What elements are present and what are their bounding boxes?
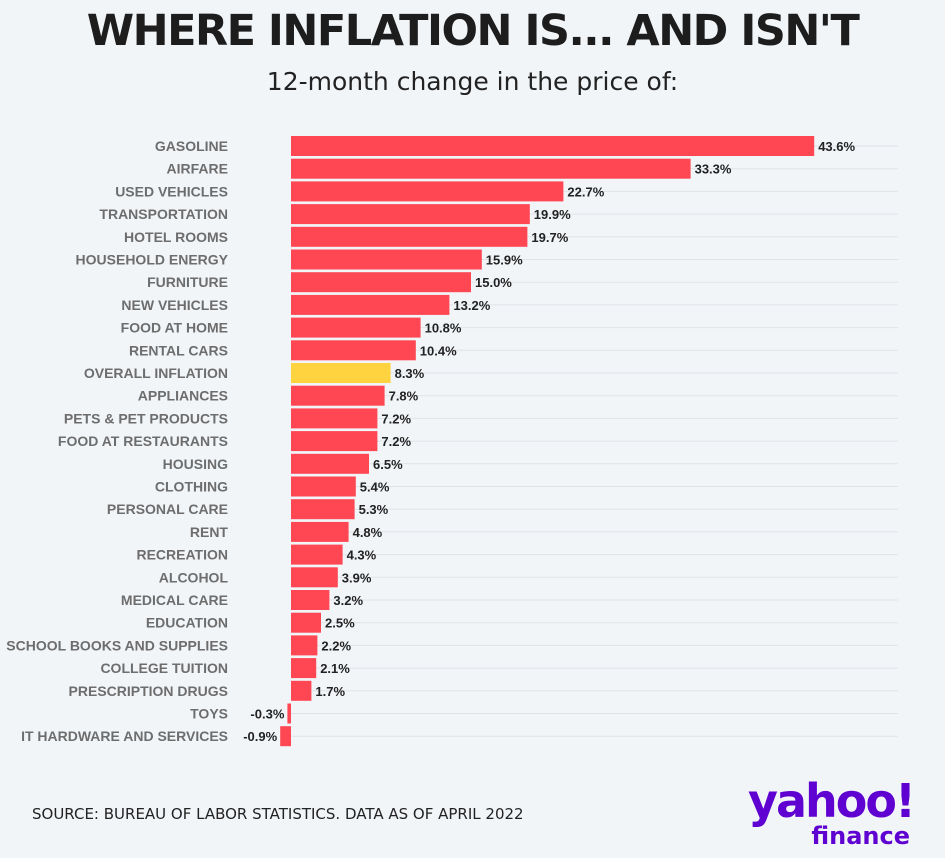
- bar-personal-care: [291, 499, 355, 520]
- category-label: OVERALL INFLATION: [84, 365, 228, 381]
- value-label: 15.0%: [475, 275, 512, 290]
- labels: GASOLINE 43.6% AIRFARE 33.3% USED VEHICLES 22…: [6, 138, 855, 744]
- source-note: SOURCE: BUREAU OF LABOR STATISTICS. DATA…: [32, 805, 524, 823]
- bar-chart: GASOLINE 43.6% AIRFARE 33.3% USED VEHICLES 22…: [6, 136, 898, 747]
- category-label: HOUSING: [163, 456, 228, 472]
- category-label: HOTEL ROOMS: [124, 229, 228, 245]
- logo-finance-text: finance: [811, 822, 910, 850]
- bar-furniture: [291, 272, 471, 293]
- category-label: CLOTHING: [155, 479, 228, 495]
- category-label: APPLIANCES: [138, 388, 228, 404]
- value-label: 5.4%: [360, 480, 390, 495]
- bar-used-vehicles: [291, 181, 564, 202]
- category-label: FOOD AT HOME: [121, 320, 228, 336]
- value-label: 13.2%: [453, 298, 490, 313]
- bar-new-vehicles: [291, 294, 450, 315]
- value-label: 3.2%: [333, 593, 363, 608]
- bar-college-tuition: [291, 658, 317, 679]
- category-label: USED VEHICLES: [115, 183, 228, 199]
- category-label: EDUCATION: [146, 615, 228, 631]
- value-label: 5.3%: [359, 502, 389, 517]
- bar-transportation: [291, 204, 530, 225]
- bars: [280, 136, 815, 747]
- bar-it-hardware-and-services: [280, 726, 291, 747]
- bar-overall-inflation: [291, 363, 391, 383]
- value-label: 22.7%: [567, 184, 604, 199]
- category-label: RENTAL CARS: [129, 342, 228, 358]
- category-label: FURNITURE: [147, 274, 228, 290]
- bar-household-energy: [291, 249, 482, 270]
- bar-rental-cars: [291, 340, 416, 361]
- category-label: TRANSPORTATION: [99, 206, 228, 222]
- value-label: 1.7%: [315, 684, 345, 699]
- value-label: 19.7%: [531, 230, 568, 245]
- category-label: RECREATION: [136, 547, 228, 563]
- bar-recreation: [291, 544, 343, 565]
- value-label: 10.8%: [425, 321, 462, 336]
- bar-rent: [291, 521, 349, 542]
- chart-subtitle: 12-month change in the price of:: [266, 67, 679, 96]
- value-label: 8.3%: [395, 366, 425, 381]
- bar-prescription-drugs: [291, 680, 312, 701]
- category-label: FOOD AT RESTAURANTS: [58, 433, 228, 449]
- value-label: 7.2%: [381, 411, 411, 426]
- bar-food-at-home: [291, 317, 421, 338]
- category-label: IT HARDWARE AND SERVICES: [21, 728, 228, 744]
- value-label: 2.5%: [325, 616, 355, 631]
- bar-gasoline: [291, 136, 815, 156]
- category-label: SCHOOL BOOKS AND SUPPLIES: [6, 637, 228, 653]
- value-label: 33.3%: [695, 162, 732, 177]
- value-label: -0.9%: [243, 729, 277, 744]
- category-label: PERSONAL CARE: [107, 501, 228, 517]
- value-label: 2.1%: [320, 661, 350, 676]
- bar-pets-pet-products: [291, 408, 378, 429]
- value-label: 7.8%: [389, 389, 419, 404]
- value-label: 10.4%: [420, 343, 457, 358]
- category-label: COLLEGE TUITION: [100, 660, 228, 676]
- logo-yahoo-text: yahoo!: [748, 774, 916, 828]
- bar-airfare: [291, 158, 691, 179]
- value-label: 15.9%: [486, 253, 523, 268]
- category-label: NEW VEHICLES: [121, 297, 228, 313]
- value-label: 4.3%: [347, 548, 377, 563]
- category-label: HOUSEHOLD ENERGY: [76, 252, 229, 268]
- value-label: 3.9%: [342, 570, 372, 585]
- value-label: 7.2%: [381, 434, 411, 449]
- chart-title: WHERE INFLATION IS... AND ISN'T: [86, 6, 860, 56]
- bar-food-at-restaurants: [291, 431, 378, 452]
- category-label: AIRFARE: [167, 161, 228, 177]
- category-label: MEDICAL CARE: [121, 592, 228, 608]
- bar-clothing: [291, 476, 356, 497]
- category-label: GASOLINE: [155, 138, 228, 154]
- bar-medical-care: [291, 590, 330, 610]
- value-label: 6.5%: [373, 457, 403, 472]
- bar-alcohol: [291, 567, 338, 588]
- bar-hotel-rooms: [291, 226, 528, 247]
- bar-education: [291, 612, 321, 633]
- category-label: PRESCRIPTION DRUGS: [69, 683, 228, 699]
- category-label: ALCOHOL: [159, 569, 229, 585]
- category-label: PETS & PET PRODUCTS: [64, 410, 228, 426]
- category-label: RENT: [190, 524, 229, 540]
- bar-appliances: [291, 385, 385, 406]
- value-label: 19.9%: [534, 207, 571, 222]
- category-label: TOYS: [190, 706, 228, 722]
- bar-housing: [291, 453, 369, 474]
- value-label: 4.8%: [353, 525, 383, 540]
- value-label: -0.3%: [250, 707, 284, 722]
- bar-school-books-and-supplies: [291, 635, 318, 656]
- bar-toys: [287, 703, 291, 724]
- yahoo-finance-logo: yahoo! finance: [748, 778, 918, 848]
- value-label: 2.2%: [321, 638, 351, 653]
- value-label: 43.6%: [818, 139, 855, 154]
